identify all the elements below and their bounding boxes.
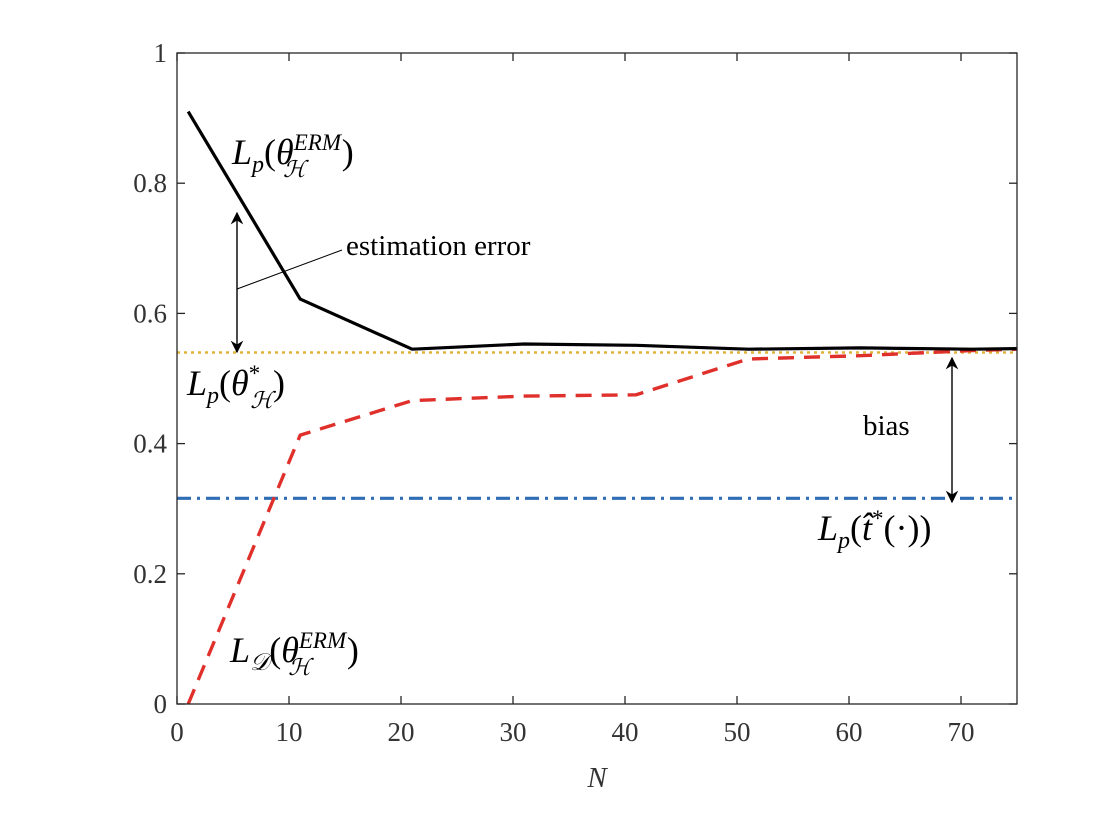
estimation-error-leader [236, 249, 343, 290]
y-tick-label: 0.2 [133, 559, 167, 589]
x-tick-label: 50 [724, 717, 751, 747]
erm-true-loss-label: Lp(θERM ℋ) [231, 130, 354, 182]
x-tick-label: 10 [276, 717, 303, 747]
best-in-class-loss-label: Lp(θ* ℋ) [186, 361, 285, 413]
x-tick-label: 0 [170, 717, 184, 747]
ticks-layer: 0 10 20 30 40 50 60 70 0 0.2 0.4 0.6 0.8 1 [133, 38, 1017, 747]
series-line-erm-true-loss [186, 110, 1018, 351]
y-tick-label: 0 [154, 689, 168, 719]
series-line-erm-empirical-loss [186, 347, 1018, 705]
bayes-optimal-loss-label: Lp(t̂*(·)) [817, 506, 932, 554]
x-tick-label: 40 [612, 717, 639, 747]
y-tick-label: 0.6 [133, 298, 167, 328]
erm-empirical-loss-label: L𝒟(θERM ℋ) [229, 628, 359, 680]
bias-label: bias [863, 410, 910, 442]
bias-annotation: bias [863, 356, 959, 504]
estimation-error-annotation: estimation error [230, 211, 531, 354]
y-tick-label: 1 [154, 38, 168, 68]
y-tick-label: 0.4 [133, 429, 167, 459]
plot-frame [176, 52, 1018, 705]
x-tick-label: 20 [388, 717, 415, 747]
y-tick-label: 0.8 [133, 168, 167, 198]
estimation-error-label: estimation error [346, 230, 531, 262]
plot-area [177, 53, 1017, 704]
x-tick-label: 30 [500, 717, 527, 747]
x-tick-label: 70 [948, 717, 975, 747]
x-axis-label: N [586, 762, 608, 794]
x-tick-label: 60 [836, 717, 863, 747]
series-layer [177, 110, 1018, 705]
